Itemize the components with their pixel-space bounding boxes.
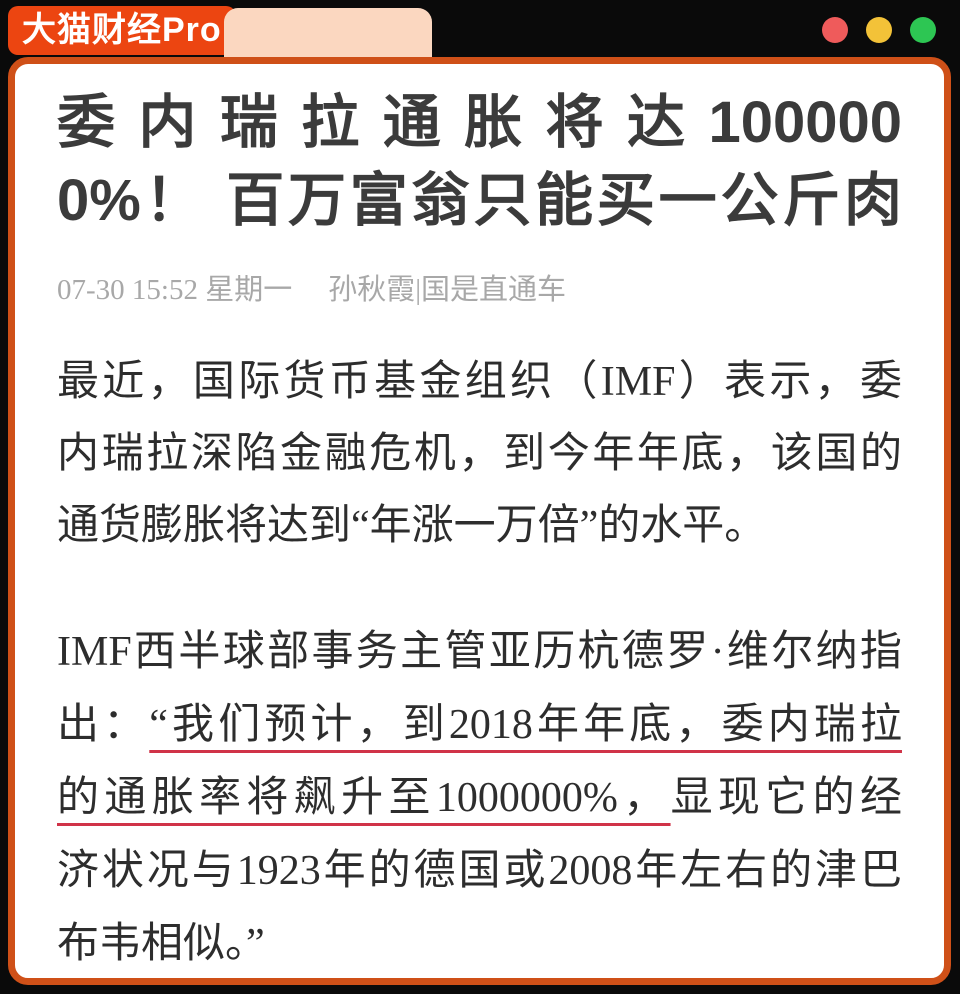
page-title: 委内瑞拉通胀将达100000 0%！ 百万富翁只能买一公斤肉: [57, 84, 902, 240]
underlined-text: “我们预计，到2018年年底，委内瑞拉: [149, 702, 902, 748]
article-card: 委内瑞拉通胀将达100000 0%！ 百万富翁只能买一公斤肉 07-30 15:…: [8, 57, 951, 985]
byline-datetime: 07-30 15:52 星期一: [57, 274, 293, 306]
title-line: 委内瑞拉通胀将达100000: [57, 90, 902, 155]
title-line: 0%！ 百万富翁只能买一公斤肉: [57, 168, 902, 233]
body-line: 出：“我们预计，到2018年年底，委内瑞拉: [57, 689, 902, 762]
window-dot-green-icon[interactable]: [910, 17, 936, 43]
body-line: 济状况与1923年的德国或2008年左右的津巴: [57, 848, 902, 894]
blank-tab[interactable]: [224, 8, 432, 57]
brand-logo: 大猫财经Pro: [8, 6, 236, 55]
window-dot-red-icon[interactable]: [822, 17, 848, 43]
body-line: 的通胀率将飙升至1000000%，显现它的经: [57, 762, 902, 835]
body-line: 布韦相似。”: [57, 921, 265, 967]
body-line: 最近，国际货币基金组织（IMF）表示，委: [57, 359, 902, 405]
body-line: 内瑞拉深陷金融危机，到今年年底，该国的: [57, 431, 902, 477]
title-bar: 大猫财经Pro: [0, 0, 960, 57]
body-line: 通货膨胀将达到“年涨一万倍”的水平。: [57, 503, 767, 549]
underlined-text: 的通胀率将飙升至1000000%，: [57, 775, 671, 821]
body-text: 出：: [57, 702, 150, 748]
body-line: IMF西半球部事务主管亚历杭德罗·维尔纳指: [57, 629, 902, 675]
window-controls: [822, 17, 936, 43]
byline-author: 孙秋霞|国是直通车: [328, 274, 567, 306]
body-text: 显现它的经: [670, 775, 902, 821]
byline: 07-30 15:52 星期一 孙秋霞|国是直通车: [57, 266, 902, 308]
window-dot-yellow-icon[interactable]: [866, 17, 892, 43]
brand-logo-label: 大猫财经Pro: [22, 11, 222, 49]
paragraph-2: IMF西半球部事务主管亚历杭德罗·维尔纳指 出：“我们预计，到2018年年底，委…: [57, 616, 902, 978]
paragraph-1: 最近，国际货币基金组织（IMF）表示，委 内瑞拉深陷金融危机，到今年年底，该国的…: [57, 346, 902, 562]
